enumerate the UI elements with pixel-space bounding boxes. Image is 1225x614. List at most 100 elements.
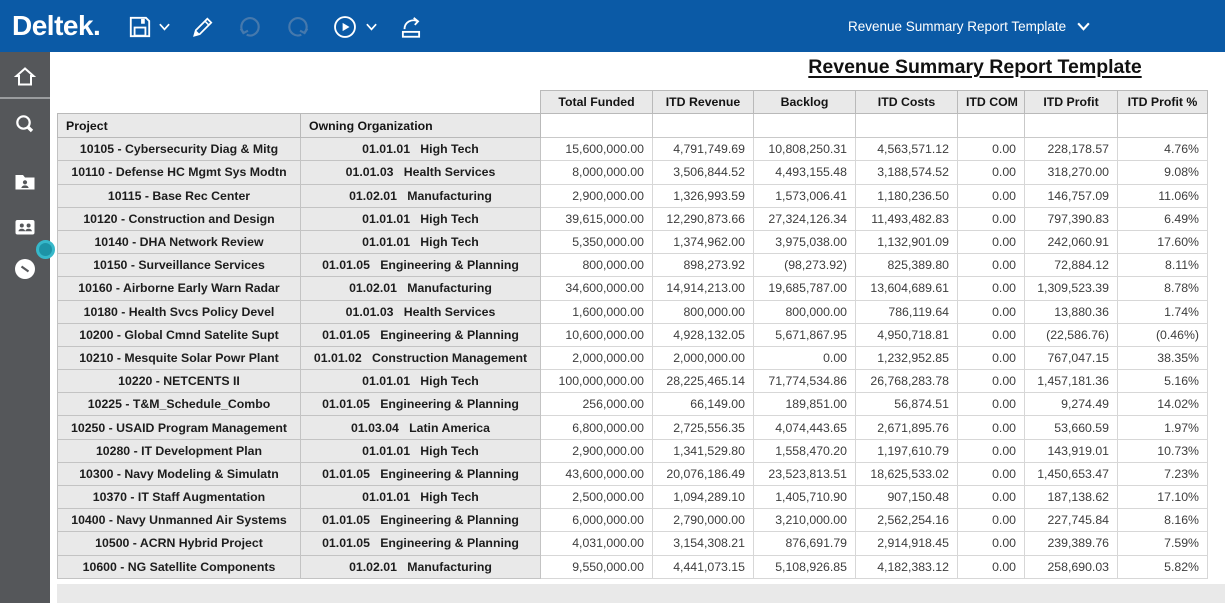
- column-header-owning-organization: Owning Organization: [301, 114, 541, 138]
- project-cell: 10225 - T&M_Schedule_Combo: [58, 393, 301, 416]
- total-funded-cell: 39,615,000.00: [541, 207, 653, 230]
- project-cell: 10280 - IT Development Plan: [58, 439, 301, 462]
- itd-profit-pct-cell: 17.10%: [1118, 486, 1208, 509]
- column-header-itd-revenue: ITD Revenue: [653, 91, 754, 114]
- itd-profit-pct-cell: 4.76%: [1118, 138, 1208, 161]
- itd-profit-pct-cell: 38.35%: [1118, 346, 1208, 369]
- itd-profit-pct-cell: 1.74%: [1118, 300, 1208, 323]
- employee-folder-icon[interactable]: [13, 170, 37, 194]
- table-row: 10180 - Health Svcs Policy Devel01.01.03…: [58, 300, 1208, 323]
- itd-profit-pct-cell: 7.59%: [1118, 532, 1208, 555]
- itd-com-cell: 0.00: [958, 184, 1025, 207]
- itd-costs-cell: 11,493,482.83: [856, 207, 958, 230]
- backlog-cell: 3,975,038.00: [754, 230, 856, 253]
- home-icon[interactable]: [13, 65, 37, 89]
- empty-cell: [541, 114, 653, 138]
- template-dropdown-chevron-icon[interactable]: [1076, 21, 1091, 32]
- column-header-itd-costs: ITD Costs: [856, 91, 958, 114]
- itd-profit-pct-cell: 8.16%: [1118, 509, 1208, 532]
- itd-revenue-cell: 3,506,844.52: [653, 161, 754, 184]
- itd-com-cell: 0.00: [958, 555, 1025, 578]
- backlog-cell: 189,851.00: [754, 393, 856, 416]
- redo-icon[interactable]: [284, 14, 310, 40]
- save-dropdown-chevron-icon[interactable]: [158, 22, 171, 32]
- table-row: 10150 - Surveillance Services01.01.05 En…: [58, 254, 1208, 277]
- total-funded-cell: 2,500,000.00: [541, 486, 653, 509]
- total-funded-cell: 2,900,000.00: [541, 439, 653, 462]
- itd-costs-cell: 907,150.48: [856, 486, 958, 509]
- itd-profit-pct-cell: 7.23%: [1118, 462, 1208, 485]
- itd-com-cell: 0.00: [958, 370, 1025, 393]
- itd-profit-pct-cell: 17.60%: [1118, 230, 1208, 253]
- itd-profit-cell: 228,178.57: [1025, 138, 1118, 161]
- itd-com-cell: 0.00: [958, 532, 1025, 555]
- backlog-cell: 1,405,710.90: [754, 486, 856, 509]
- itd-profit-cell: 143,919.01: [1025, 439, 1118, 462]
- backlog-cell: 27,324,126.34: [754, 207, 856, 230]
- itd-profit-cell: 227,745.84: [1025, 509, 1118, 532]
- slide-out-handle[interactable]: [36, 240, 55, 259]
- itd-revenue-cell: 1,341,529.80: [653, 439, 754, 462]
- owning-organization-cell: 01.01.05 Engineering & Planning: [301, 532, 541, 555]
- itd-costs-cell: 1,197,610.79: [856, 439, 958, 462]
- itd-revenue-cell: 4,928,132.05: [653, 323, 754, 346]
- total-funded-cell: 2,900,000.00: [541, 184, 653, 207]
- export-icon[interactable]: [398, 14, 424, 40]
- header-spacer: [58, 91, 301, 114]
- owning-organization-cell: 01.01.01 High Tech: [301, 439, 541, 462]
- itd-profit-cell: 258,690.03: [1025, 555, 1118, 578]
- run-dropdown-chevron-icon[interactable]: [365, 22, 378, 32]
- itd-costs-cell: 18,625,533.02: [856, 462, 958, 485]
- itd-costs-cell: 2,914,918.45: [856, 532, 958, 555]
- itd-costs-cell: 3,188,574.52: [856, 161, 958, 184]
- table-row: 10105 - Cybersecurity Diag & Mitg01.01.0…: [58, 138, 1208, 161]
- edit-pencil-icon[interactable]: [190, 14, 216, 40]
- total-funded-cell: 1,600,000.00: [541, 300, 653, 323]
- itd-com-cell: 0.00: [958, 161, 1025, 184]
- itd-costs-cell: 26,768,283.78: [856, 370, 958, 393]
- itd-costs-cell: 2,562,254.16: [856, 509, 958, 532]
- run-icon[interactable]: [332, 14, 358, 40]
- backlog-cell: 23,523,813.51: [754, 462, 856, 485]
- table-row: 10200 - Global Cmnd Satelite Supt01.01.0…: [58, 323, 1208, 346]
- itd-profit-pct-cell: 14.02%: [1118, 393, 1208, 416]
- table-row: 10120 - Construction and Design01.01.01 …: [58, 207, 1208, 230]
- empty-cell: [958, 114, 1025, 138]
- backlog-cell: 10,808,250.31: [754, 138, 856, 161]
- search-icon[interactable]: [13, 113, 37, 137]
- backlog-cell: 876,691.79: [754, 532, 856, 555]
- owning-organization-cell: 01.01.05 Engineering & Planning: [301, 323, 541, 346]
- save-icon[interactable]: [127, 14, 153, 40]
- itd-profit-pct-cell: 1.97%: [1118, 416, 1208, 439]
- itd-costs-cell: 4,950,718.81: [856, 323, 958, 346]
- people-icon[interactable]: [13, 215, 37, 239]
- time-clock-icon[interactable]: [13, 257, 37, 281]
- itd-revenue-cell: 3,154,308.21: [653, 532, 754, 555]
- owning-organization-cell: 01.02.01 Manufacturing: [301, 184, 541, 207]
- itd-profit-cell: 146,757.09: [1025, 184, 1118, 207]
- owning-organization-cell: 01.01.01 High Tech: [301, 207, 541, 230]
- itd-profit-cell: (22,586.76): [1025, 323, 1118, 346]
- itd-profit-cell: 1,457,181.36: [1025, 370, 1118, 393]
- itd-profit-pct-cell: 5.16%: [1118, 370, 1208, 393]
- total-funded-cell: 15,600,000.00: [541, 138, 653, 161]
- table-row: 10225 - T&M_Schedule_Combo01.01.05 Engin…: [58, 393, 1208, 416]
- template-selector[interactable]: Revenue Summary Report Template: [848, 0, 1066, 52]
- project-cell: 10140 - DHA Network Review: [58, 230, 301, 253]
- sidebar-divider: [0, 97, 50, 99]
- owning-organization-cell: 01.02.01 Manufacturing: [301, 555, 541, 578]
- undo-icon[interactable]: [238, 14, 264, 40]
- backlog-cell: 19,685,787.00: [754, 277, 856, 300]
- itd-com-cell: 0.00: [958, 300, 1025, 323]
- table-row: 10400 - Navy Unmanned Air Systems01.01.0…: [58, 509, 1208, 532]
- value-header-row: Total Funded ITD Revenue Backlog ITD Cos…: [58, 91, 1208, 114]
- project-cell: 10250 - USAID Program Management: [58, 416, 301, 439]
- total-funded-cell: 6,000,000.00: [541, 509, 653, 532]
- itd-com-cell: 0.00: [958, 277, 1025, 300]
- itd-profit-pct-cell: (0.46%): [1118, 323, 1208, 346]
- owning-organization-cell: 01.01.01 High Tech: [301, 138, 541, 161]
- itd-costs-cell: 1,180,236.50: [856, 184, 958, 207]
- itd-com-cell: 0.00: [958, 207, 1025, 230]
- backlog-cell: 800,000.00: [754, 300, 856, 323]
- backlog-cell: (98,273.92): [754, 254, 856, 277]
